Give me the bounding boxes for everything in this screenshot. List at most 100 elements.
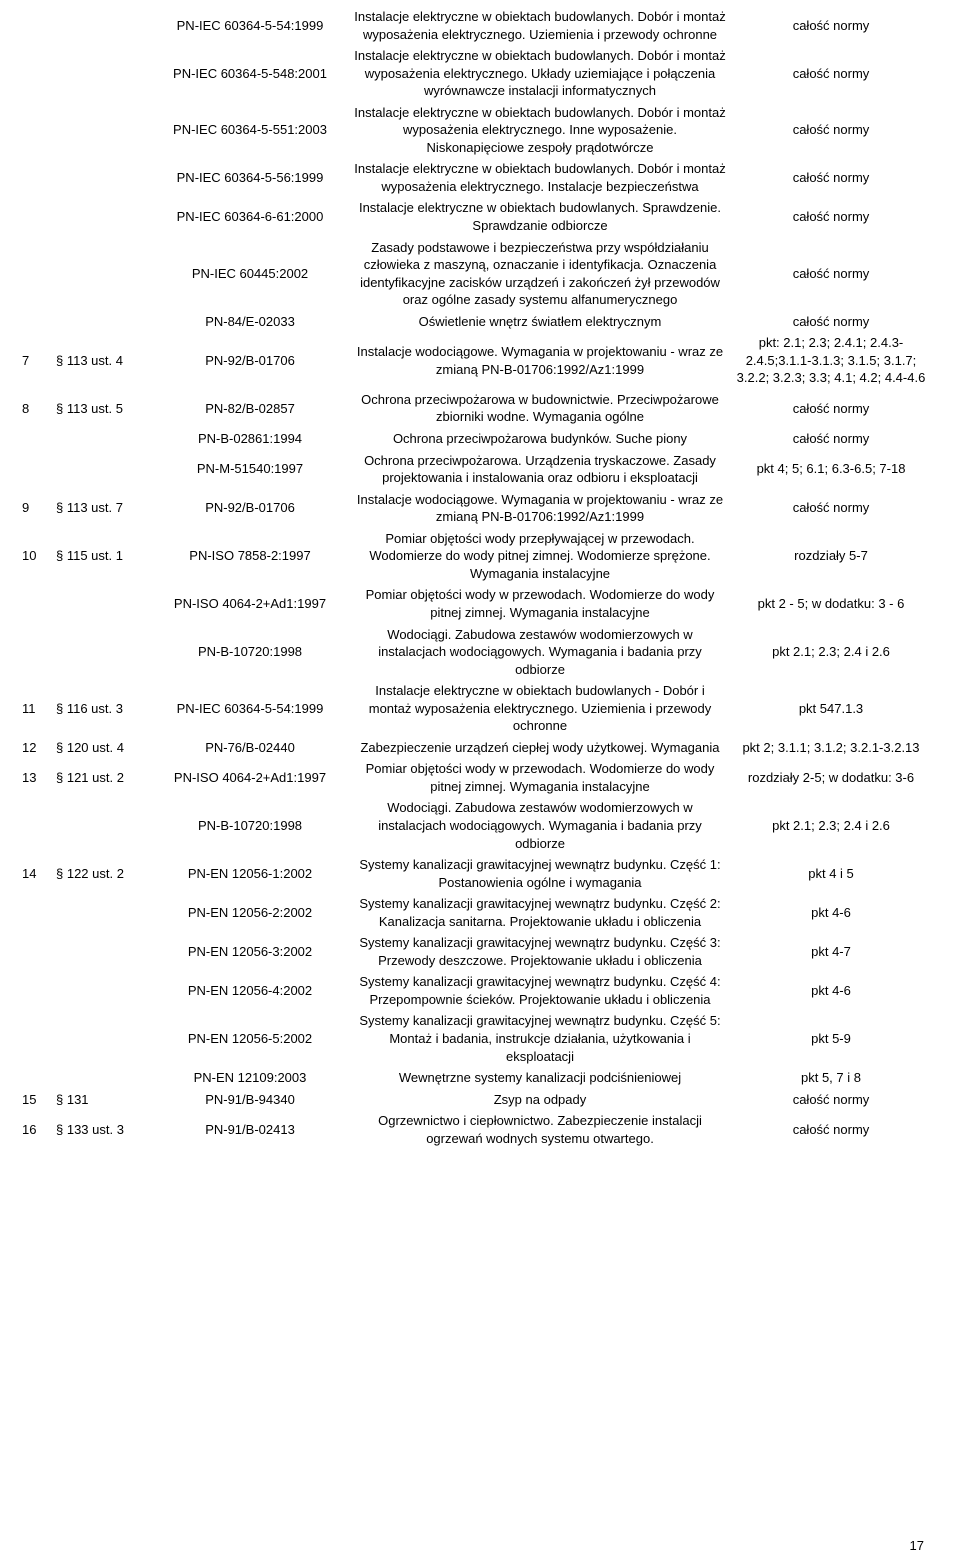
table-row: PN-B-02861:1994Ochrona przeciwpożarowa b… [18, 428, 932, 450]
standard-title: Pomiar objętości wody w przewodach. Wodo… [350, 758, 730, 797]
paragraph-ref [52, 237, 150, 311]
standard-title: Systemy kanalizacji grawitacyjnej wewnąt… [350, 932, 730, 971]
standard-code: PN-B-02861:1994 [150, 428, 350, 450]
paragraph-ref [52, 311, 150, 333]
paragraph-ref [52, 932, 150, 971]
scope: całość normy [730, 1110, 932, 1149]
table-row: PN-EN 12109:2003Wewnętrzne systemy kanal… [18, 1067, 932, 1089]
row-number [18, 971, 52, 1010]
table-row: PN-M-51540:1997Ochrona przeciwpożarowa. … [18, 450, 932, 489]
row-number [18, 797, 52, 854]
standard-title: Instalacje elektryczne w obiektach budow… [350, 158, 730, 197]
row-number [18, 197, 52, 236]
standard-code: PN-IEC 60364-5-54:1999 [150, 6, 350, 45]
standard-code: PN-91/B-94340 [150, 1089, 350, 1111]
row-number [18, 311, 52, 333]
row-number: 13 [18, 758, 52, 797]
table-row: 7§ 113 ust. 4PN-92/B-01706Instalacje wod… [18, 332, 932, 389]
table-row: PN-84/E-02033Oświetlenie wnętrz światłem… [18, 311, 932, 333]
standard-title: Wodociągi. Zabudowa zestawów wodomierzow… [350, 797, 730, 854]
standard-code: PN-B-10720:1998 [150, 624, 350, 681]
page-number: 17 [910, 1537, 924, 1555]
standard-code: PN-EN 12109:2003 [150, 1067, 350, 1089]
row-number [18, 893, 52, 932]
standard-title: Zabezpieczenie urządzeń ciepłej wody uży… [350, 737, 730, 759]
standard-code: PN-84/E-02033 [150, 311, 350, 333]
row-number: 16 [18, 1110, 52, 1149]
standard-title: Instalacje elektryczne w obiektach budow… [350, 197, 730, 236]
standard-code: PN-EN 12056-5:2002 [150, 1010, 350, 1067]
scope: całość normy [730, 6, 932, 45]
scope: całość normy [730, 45, 932, 102]
scope: całość normy [730, 1089, 932, 1111]
paragraph-ref [52, 6, 150, 45]
standard-title: Systemy kanalizacji grawitacyjnej wewnąt… [350, 893, 730, 932]
standard-title: Ochrona przeciwpożarowa budynków. Suche … [350, 428, 730, 450]
page: PN-IEC 60364-5-54:1999Instalacje elektry… [0, 0, 960, 1563]
table-row: PN-IEC 60445:2002Zasady podstawowe i bez… [18, 237, 932, 311]
paragraph-ref: § 131 [52, 1089, 150, 1111]
table-row: PN-B-10720:1998Wodociągi. Zabudowa zesta… [18, 624, 932, 681]
row-number: 12 [18, 737, 52, 759]
table-row: 15§ 131PN-91/B-94340Zsyp na odpadycałość… [18, 1089, 932, 1111]
table-row: PN-IEC 60364-5-548:2001Instalacje elektr… [18, 45, 932, 102]
table-row: 16§ 133 ust. 3PN-91/B-02413Ogrzewnictwo … [18, 1110, 932, 1149]
scope: całość normy [730, 389, 932, 428]
standard-title: Instalacje elektryczne w obiektach budow… [350, 680, 730, 737]
standard-title: Instalacje elektryczne w obiektach budow… [350, 6, 730, 45]
standard-code: PN-ISO 7858-2:1997 [150, 528, 350, 585]
row-number: 7 [18, 332, 52, 389]
standard-code: PN-IEC 60364-5-54:1999 [150, 680, 350, 737]
standard-code: PN-B-10720:1998 [150, 797, 350, 854]
paragraph-ref [52, 197, 150, 236]
standard-title: Zsyp na odpady [350, 1089, 730, 1111]
standard-code: PN-92/B-01706 [150, 489, 350, 528]
table-row: 12§ 120 ust. 4PN-76/B-02440Zabezpieczeni… [18, 737, 932, 759]
paragraph-ref [52, 1067, 150, 1089]
standard-title: Instalacje wodociągowe. Wymagania w proj… [350, 489, 730, 528]
row-number: 14 [18, 854, 52, 893]
paragraph-ref [52, 102, 150, 159]
paragraph-ref [52, 797, 150, 854]
standard-title: Ogrzewnictwo i ciepłownictwo. Zabezpiecz… [350, 1110, 730, 1149]
row-number [18, 45, 52, 102]
standard-title: Instalacje elektryczne w obiektach budow… [350, 45, 730, 102]
standard-title: Systemy kanalizacji grawitacyjnej wewnąt… [350, 854, 730, 893]
standard-title: Wodociągi. Zabudowa zestawów wodomierzow… [350, 624, 730, 681]
scope: pkt: 2.1; 2.3; 2.4.1; 2.4.3-2.4.5;3.1.1-… [730, 332, 932, 389]
standard-code: PN-EN 12056-2:2002 [150, 893, 350, 932]
standard-title: Ochrona przeciwpożarowa w budownictwie. … [350, 389, 730, 428]
table-row: 14§ 122 ust. 2PN-EN 12056-1:2002Systemy … [18, 854, 932, 893]
standard-code: PN-IEC 60364-6-61:2000 [150, 197, 350, 236]
paragraph-ref: § 133 ust. 3 [52, 1110, 150, 1149]
paragraph-ref [52, 971, 150, 1010]
standard-title: Pomiar objętości wody w przewodach. Wodo… [350, 584, 730, 623]
table-row: PN-IEC 60364-6-61:2000Instalacje elektry… [18, 197, 932, 236]
row-number [18, 6, 52, 45]
row-number [18, 932, 52, 971]
scope: pkt 547.1.3 [730, 680, 932, 737]
standard-title: Systemy kanalizacji grawitacyjnej wewnąt… [350, 1010, 730, 1067]
paragraph-ref [52, 624, 150, 681]
row-number: 11 [18, 680, 52, 737]
row-number: 9 [18, 489, 52, 528]
paragraph-ref: § 121 ust. 2 [52, 758, 150, 797]
standards-table: PN-IEC 60364-5-54:1999Instalacje elektry… [18, 6, 932, 1149]
paragraph-ref [52, 584, 150, 623]
table-row: PN-EN 12056-3:2002Systemy kanalizacji gr… [18, 932, 932, 971]
scope: pkt 5, 7 i 8 [730, 1067, 932, 1089]
standard-title: Systemy kanalizacji grawitacyjnej wewnąt… [350, 971, 730, 1010]
row-number [18, 102, 52, 159]
scope: całość normy [730, 158, 932, 197]
table-row: PN-ISO 4064-2+Ad1:1997Pomiar objętości w… [18, 584, 932, 623]
scope: rozdziały 5-7 [730, 528, 932, 585]
standard-code: PN-ISO 4064-2+Ad1:1997 [150, 758, 350, 797]
standard-code: PN-M-51540:1997 [150, 450, 350, 489]
scope: pkt 2.1; 2.3; 2.4 i 2.6 [730, 624, 932, 681]
table-row: PN-EN 12056-4:2002Systemy kanalizacji gr… [18, 971, 932, 1010]
row-number [18, 1010, 52, 1067]
table-row: PN-EN 12056-5:2002Systemy kanalizacji gr… [18, 1010, 932, 1067]
row-number [18, 624, 52, 681]
paragraph-ref: § 120 ust. 4 [52, 737, 150, 759]
row-number [18, 1067, 52, 1089]
